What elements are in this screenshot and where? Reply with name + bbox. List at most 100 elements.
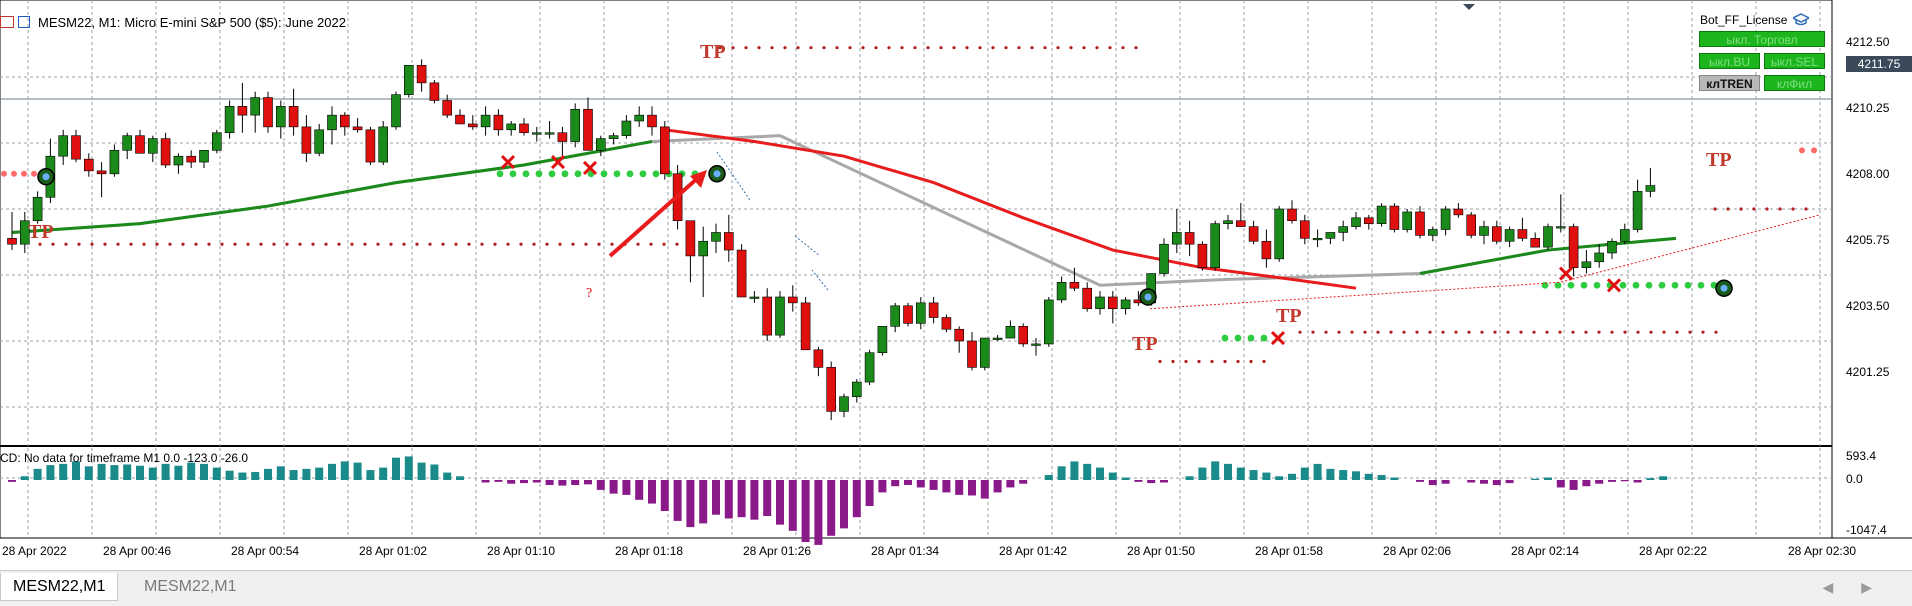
- candle-body: [634, 114, 645, 122]
- tp-dotted-line: [129, 242, 133, 246]
- filter-toggle-button[interactable]: клФил: [1764, 75, 1825, 91]
- candle-body: [621, 120, 632, 136]
- tp-dotted-line: [1197, 359, 1201, 364]
- candle-body: [378, 126, 389, 163]
- tp-dotted-line: [64, 242, 68, 246]
- histogram-bar: [1569, 480, 1578, 490]
- candle-body: [979, 337, 990, 368]
- time-tick: 28 Apr 02:22: [1639, 544, 1708, 558]
- period-separator-icon: [1463, 4, 1475, 10]
- histogram-bar: [1326, 468, 1335, 480]
- candle-body: [1120, 299, 1131, 310]
- tp-dotted-line: [1171, 359, 1175, 364]
- stop-dots: [1260, 334, 1268, 342]
- histogram-bar: [1288, 473, 1296, 480]
- candle-body: [1632, 191, 1643, 230]
- trend-toggle-button[interactable]: клTREN: [1699, 75, 1760, 91]
- candle-body: [1479, 226, 1489, 236]
- histogram-bar: [507, 480, 516, 484]
- tp-label: TP: [700, 41, 726, 63]
- position-marker-icon: [1144, 293, 1152, 301]
- tp-dotted-line: [168, 242, 172, 246]
- sell-toggle-button[interactable]: ыкл.SEL: [1764, 53, 1825, 69]
- histogram-bar: [558, 480, 567, 486]
- candle-body: [96, 170, 107, 175]
- histogram-bar: [340, 461, 349, 480]
- tp-label: TP: [1132, 333, 1158, 355]
- tp-dotted-line: [1134, 46, 1138, 50]
- histogram-bar: [353, 462, 362, 480]
- candle-body: [1095, 296, 1105, 310]
- stop-dots: [1645, 281, 1653, 289]
- histogram-bar: [980, 480, 989, 499]
- tp-dotted-line: [1493, 330, 1497, 334]
- chart-area[interactable]: TP TP TP TP TP? MESM22, M1: Micro E-mini S&P…: [0, 0, 1912, 570]
- candle-body: [32, 196, 43, 222]
- entry-dots: [21, 170, 27, 177]
- histogram-bar: [635, 480, 644, 500]
- entry-dots: [1, 170, 7, 177]
- candle-body: [531, 132, 542, 135]
- tp-dotted-line: [1210, 359, 1214, 364]
- tp-dotted-line: [155, 242, 159, 246]
- candle-body: [736, 249, 747, 298]
- candle-body: [1402, 211, 1412, 230]
- candle-body: [19, 220, 30, 245]
- chart-canvas[interactable]: TP TP TP TP TP?: [0, 0, 1912, 570]
- histogram-bar: [1211, 461, 1220, 480]
- tp-dotted-line: [1428, 330, 1432, 334]
- scroll-right-icon[interactable]: ▶: [1861, 579, 1872, 595]
- candle-body: [928, 302, 939, 318]
- histogram-bar: [1646, 478, 1655, 480]
- thin-trend-line: [1149, 214, 1821, 310]
- stop-dots: [1593, 281, 1601, 289]
- histogram-bar: [1480, 480, 1488, 484]
- candle-body: [7, 238, 17, 245]
- scroll-left-icon[interactable]: ◀: [1822, 579, 1834, 595]
- tp-dotted-line: [1597, 330, 1601, 334]
- histogram-bar: [571, 480, 580, 485]
- tp-dotted-line: [493, 242, 497, 246]
- time-tick: 28 Apr 01:34: [871, 544, 940, 558]
- tp-dotted-line: [259, 242, 263, 246]
- time-tick: 28 Apr 02:06: [1383, 544, 1452, 558]
- price-tick: 4210.25: [1846, 101, 1890, 115]
- stop-dots: [1632, 281, 1640, 289]
- candle-body: [186, 155, 196, 163]
- candle-body: [1389, 205, 1400, 230]
- histogram-bar: [929, 480, 938, 490]
- tp-dotted-line: [181, 242, 185, 246]
- candle-body: [519, 123, 529, 134]
- stop-dots: [1697, 281, 1705, 289]
- candle-body: [1287, 208, 1297, 222]
- candle-body: [493, 114, 504, 131]
- tp-dotted-line: [1752, 207, 1756, 211]
- tp-dotted-line: [1108, 46, 1112, 50]
- candle-body: [1428, 229, 1438, 236]
- candle-body: [314, 129, 325, 154]
- tp-dotted-line: [1714, 330, 1718, 334]
- buy-toggle-button[interactable]: ыкл.BU: [1699, 53, 1760, 69]
- histogram-bar: [1608, 480, 1616, 482]
- candle-body: [1274, 208, 1284, 260]
- trade-toggle-button[interactable]: ыкл. Торговл: [1699, 31, 1825, 47]
- tp-dotted-line: [926, 46, 930, 50]
- tp-label: TP: [1706, 149, 1732, 171]
- histogram-bar: [993, 480, 1002, 493]
- candle-body: [275, 106, 286, 128]
- histogram-bar: [648, 480, 656, 504]
- tp-dotted-line: [1662, 330, 1666, 334]
- candle-body: [1594, 252, 1604, 263]
- histogram-bar: [84, 466, 93, 480]
- tp-dotted-line: [900, 46, 904, 50]
- tp-dotted-line: [1623, 330, 1627, 334]
- histogram-bar: [724, 480, 733, 519]
- candle-body: [455, 114, 465, 125]
- tp-dotted-line: [324, 242, 328, 246]
- histogram-bar: [1070, 461, 1079, 480]
- tab-mesm22-m1[interactable]: MESM22,M1: [144, 578, 237, 595]
- position-marker-icon: [1720, 284, 1728, 292]
- tp-dotted-line: [454, 242, 458, 246]
- candle-body: [1236, 220, 1246, 227]
- tab-mesm22-m1-active[interactable]: MESM22,M1: [0, 573, 119, 601]
